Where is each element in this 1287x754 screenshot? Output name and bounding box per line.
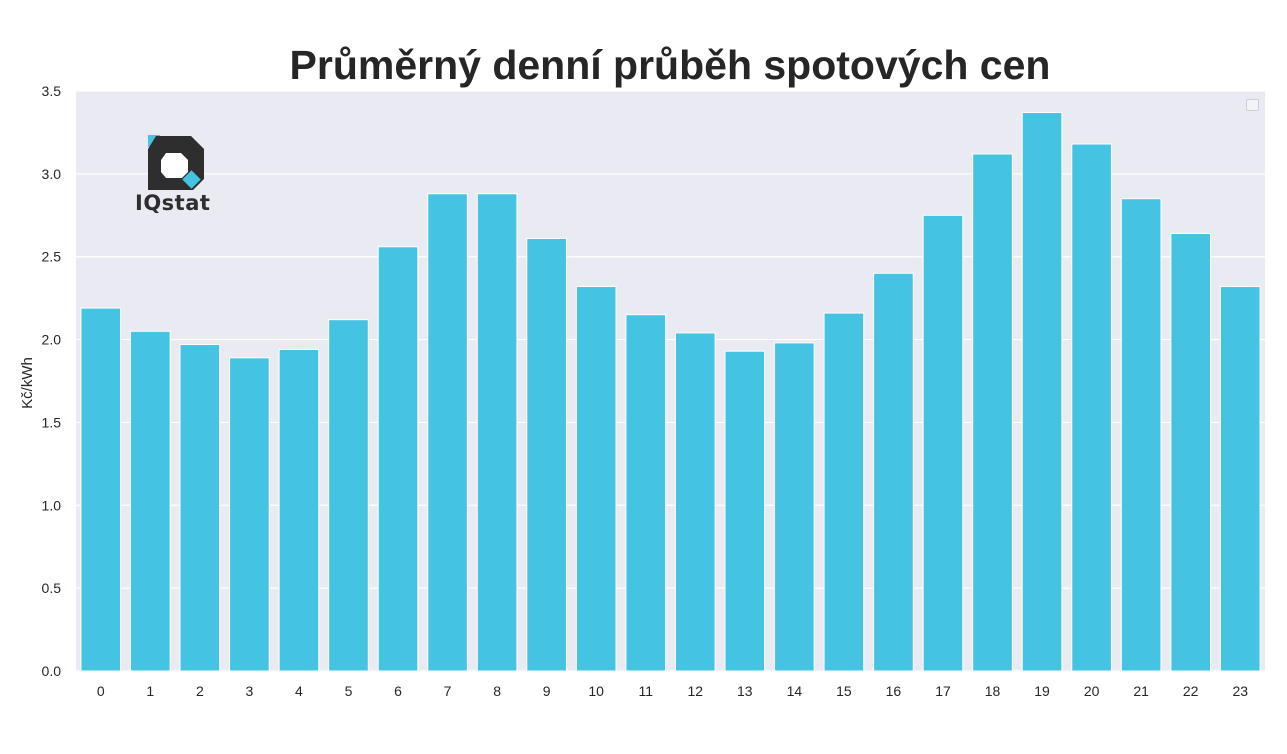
x-tick-label: 0 <box>97 683 105 699</box>
logo-mark-icon <box>148 135 204 190</box>
bar-hour-18 <box>972 153 1013 672</box>
bar-hour-6 <box>377 246 419 672</box>
bar-hour-10 <box>575 286 617 672</box>
iqstat-logo: IQstat <box>135 133 217 219</box>
bar-hour-20 <box>1071 143 1112 672</box>
bar-hour-8 <box>476 193 518 672</box>
bar-hour-19 <box>1021 112 1063 672</box>
x-tick-label: 3 <box>245 683 253 699</box>
x-tick-label: 19 <box>1034 683 1050 699</box>
bar-hour-17 <box>922 214 964 672</box>
bar-hour-23 <box>1219 286 1261 672</box>
x-tick-label: 9 <box>543 683 551 699</box>
bar-hour-14 <box>774 342 815 672</box>
bar-hour-13 <box>724 350 766 672</box>
bar-hour-5 <box>328 319 369 672</box>
legend <box>1246 99 1259 111</box>
bar-hour-1 <box>129 330 171 672</box>
bar-hour-12 <box>674 332 716 672</box>
bar-hour-7 <box>427 193 468 672</box>
y-tick-label: 2.5 <box>42 249 62 265</box>
x-tick-label: 20 <box>1084 683 1100 699</box>
x-axis-ticks: 0 1 2 3 4 5 6 7 8 9 10 11 12 13 14 15 16 17 18 19 20 21 22 23 <box>97 683 1248 699</box>
x-tick-label: 22 <box>1183 683 1199 699</box>
bar-hour-21 <box>1120 198 1162 672</box>
y-tick-label: 1.0 <box>42 497 62 513</box>
logo-text: IQstat <box>135 191 211 215</box>
y-tick-label: 3.0 <box>42 166 62 182</box>
y-axis-label: Kč/kWh <box>19 357 36 409</box>
y-tick-label: 2.0 <box>42 332 62 348</box>
bar-hour-2 <box>179 344 221 672</box>
x-tick-label: 23 <box>1232 683 1248 699</box>
gridlines <box>76 90 1265 672</box>
x-tick-label: 17 <box>935 683 951 699</box>
x-tick-label: 13 <box>737 683 753 699</box>
x-tick-label: 1 <box>146 683 154 699</box>
x-tick-label: 2 <box>196 683 204 699</box>
x-tick-label: 4 <box>295 683 303 699</box>
x-tick-label: 6 <box>394 683 402 699</box>
bar-hour-11 <box>625 314 667 672</box>
x-tick-label: 11 <box>638 683 653 699</box>
x-tick-label: 18 <box>985 683 1001 699</box>
y-tick-label: 0.0 <box>42 663 62 679</box>
plot-area <box>76 91 1265 671</box>
x-tick-label: 14 <box>787 683 803 699</box>
bars <box>80 112 1261 672</box>
bar-hour-9 <box>526 237 567 672</box>
bar-hour-0 <box>80 307 122 672</box>
bar-hour-16 <box>873 272 914 672</box>
bar-hour-4 <box>278 349 320 672</box>
chart-title: Průměrný denní průběh spotových cen <box>289 42 1051 88</box>
x-tick-label: 10 <box>588 683 604 699</box>
x-tick-label: 5 <box>345 683 353 699</box>
y-tick-label: 1.5 <box>42 414 62 430</box>
x-tick-label: 12 <box>687 683 703 699</box>
x-tick-label: 8 <box>493 683 501 699</box>
y-axis-ticks: 0.0 0.5 1.0 1.5 2.0 2.5 3.0 3.5 <box>42 83 62 679</box>
bar-hour-15 <box>823 312 865 672</box>
x-tick-label: 21 <box>1133 683 1149 699</box>
bar-hour-22 <box>1170 233 1212 672</box>
x-tick-label: 16 <box>886 683 902 699</box>
y-tick-label: 0.5 <box>42 580 62 596</box>
x-tick-label: 15 <box>836 683 852 699</box>
bar-hour-3 <box>229 357 270 672</box>
y-tick-label: 3.5 <box>42 83 62 99</box>
x-tick-label: 7 <box>444 683 452 699</box>
